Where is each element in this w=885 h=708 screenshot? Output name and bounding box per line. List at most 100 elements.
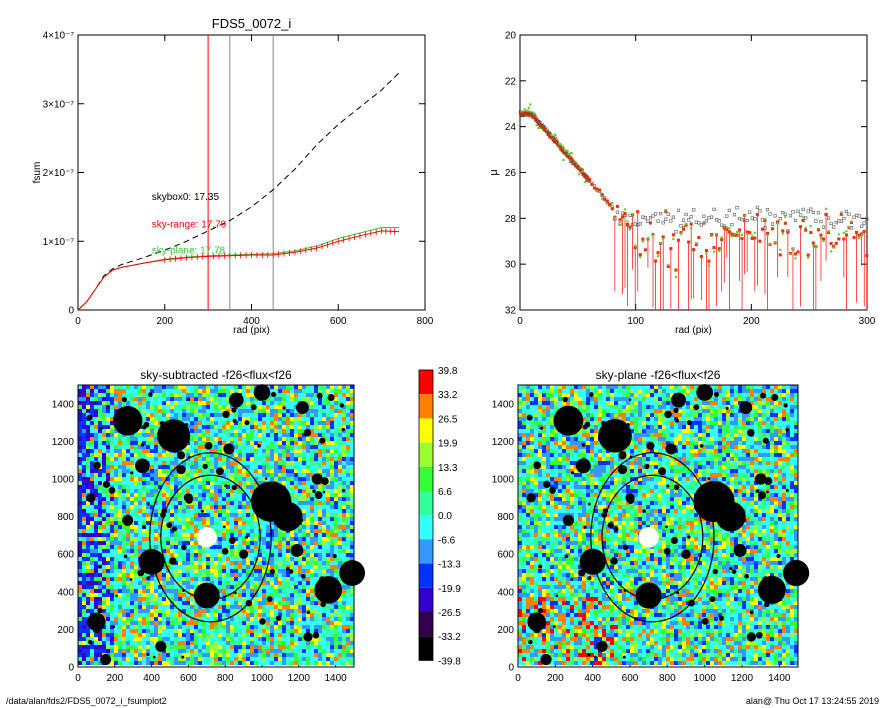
map-pixel xyxy=(118,385,122,389)
map-pixel xyxy=(130,645,134,649)
map-pixel xyxy=(258,481,262,485)
map-pixel xyxy=(214,413,218,417)
map-pixel xyxy=(266,473,270,477)
map-pixel xyxy=(102,417,106,421)
map-pixel xyxy=(222,553,226,557)
map-pixel xyxy=(126,389,130,393)
map-pixel xyxy=(306,477,310,481)
sky-plane-profile-point xyxy=(789,252,792,256)
map-pixel xyxy=(318,489,322,493)
map-pixel xyxy=(250,653,254,657)
map-pixel xyxy=(246,465,250,469)
map-pixel xyxy=(122,497,126,501)
map-pixel xyxy=(190,433,194,437)
map-pixel xyxy=(306,393,310,397)
map-pixel xyxy=(274,561,278,565)
map-pixel xyxy=(138,397,142,401)
magnitude-annotation: sky-plane: 17.78 xyxy=(152,246,226,257)
map-pixel xyxy=(154,597,158,601)
map-pixel xyxy=(182,621,186,625)
map-pixel xyxy=(238,593,242,597)
map-pixel xyxy=(186,413,190,417)
map-pixel xyxy=(94,425,98,429)
map-pixel xyxy=(82,421,86,425)
map-pixel xyxy=(198,629,202,633)
series-line xyxy=(77,72,400,311)
map-pixel xyxy=(122,609,126,613)
map-pixel xyxy=(130,453,134,457)
map-pixel xyxy=(166,649,170,653)
map-pixel xyxy=(110,625,114,629)
map-pixel xyxy=(298,661,302,665)
map-pixel xyxy=(258,589,262,593)
map-pixel xyxy=(118,517,122,521)
map-pixel xyxy=(110,629,114,633)
map-pixel xyxy=(242,633,246,637)
map-pixel xyxy=(186,509,190,513)
map-pixel xyxy=(86,517,90,521)
map-pixel xyxy=(306,473,310,477)
map-pixel xyxy=(78,481,82,485)
map-pixel xyxy=(294,433,298,437)
map-pixel xyxy=(202,405,206,409)
map-pixel xyxy=(218,589,222,593)
y-tick-label: 2×10⁻⁷ xyxy=(43,168,75,179)
map-pixel xyxy=(82,629,86,633)
map-pixel xyxy=(174,473,178,477)
y-tick-label: 0 xyxy=(68,306,74,317)
sky-range-profile-point xyxy=(852,236,856,240)
map-pixel xyxy=(234,625,238,629)
map-pixel xyxy=(262,593,266,597)
map-pixel xyxy=(134,509,138,513)
map-pixel xyxy=(114,649,118,653)
map-pixel xyxy=(238,581,242,585)
map-pixel xyxy=(110,653,114,657)
map-pixel xyxy=(118,445,122,449)
map-pixel xyxy=(194,637,198,641)
map-pixel xyxy=(150,517,154,521)
map-pixel xyxy=(294,657,298,661)
map-pixel xyxy=(122,625,126,629)
map-pixel xyxy=(98,585,102,589)
map-pixel xyxy=(86,425,90,429)
map-pixel xyxy=(182,557,186,561)
map-pixel xyxy=(294,441,298,445)
map-pixel xyxy=(98,425,102,429)
map-pixel xyxy=(170,525,174,529)
map-pixel xyxy=(134,541,138,545)
map-pixel xyxy=(278,533,282,537)
map-pixel xyxy=(102,401,106,405)
map-pixel xyxy=(238,649,242,653)
map-pixel xyxy=(242,613,246,617)
map-pixel xyxy=(162,517,166,521)
map-pixel xyxy=(154,485,158,489)
map-pixel xyxy=(314,445,318,449)
map-pixel xyxy=(170,641,174,645)
map-pixel xyxy=(294,577,298,581)
map-pixel xyxy=(274,389,278,393)
sky-plane-profile-point xyxy=(634,244,637,247)
map-pixel xyxy=(142,489,146,493)
map-pixel xyxy=(118,645,122,649)
map-pixel xyxy=(154,525,158,529)
map-pixel xyxy=(310,617,314,621)
map-pixel xyxy=(246,417,250,421)
map-pixel xyxy=(146,545,150,549)
map-pixel xyxy=(162,621,166,625)
map-pixel xyxy=(314,613,318,617)
x-tick-label: 0 xyxy=(75,673,81,684)
map-pixel xyxy=(270,409,274,413)
sky-range-profile-point xyxy=(720,237,724,241)
map-pixel xyxy=(250,489,254,493)
map-pixel xyxy=(182,657,186,661)
map-pixel xyxy=(178,661,182,665)
map-pixel xyxy=(166,605,170,609)
map-pixel xyxy=(206,429,210,433)
map-pixel xyxy=(194,573,198,577)
map-pixel xyxy=(230,533,234,537)
map-pixel xyxy=(262,649,266,653)
map-pixel xyxy=(234,533,238,537)
map-pixel xyxy=(314,497,318,501)
map-pixel xyxy=(182,389,186,393)
map-pixel xyxy=(106,469,110,473)
